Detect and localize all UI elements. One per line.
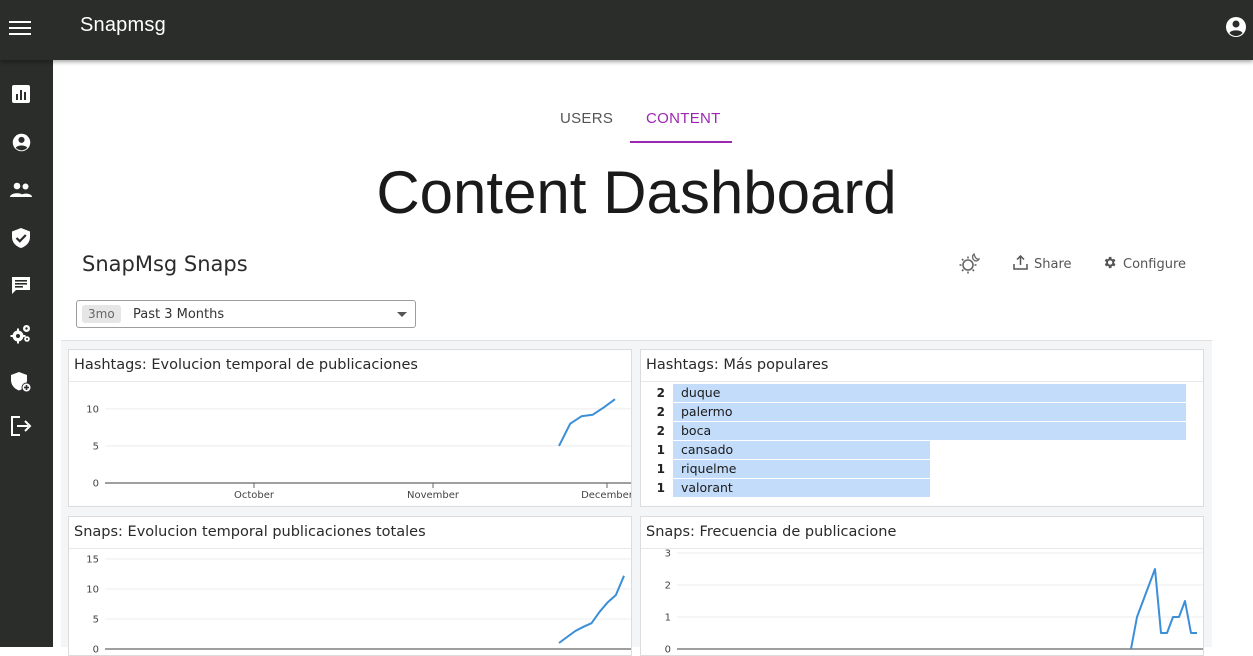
theme-toggle-icon[interactable] [957,252,981,276]
bar-label: riquelme [681,461,737,476]
card-title: Snaps: Evolucion temporal publicaciones … [74,524,426,540]
bar-row: 2 boca [645,422,1201,440]
bar-label: duque [681,385,721,400]
y-tick-label: 5 [93,615,99,626]
tab-active-indicator [630,141,732,143]
x-tick-label: November [407,490,460,501]
app-title: Snapmsg [80,14,166,36]
x-tick-label: October [234,490,275,501]
bar-chart-icon[interactable] [9,82,33,106]
bar-count: 2 [656,386,665,400]
bar-count: 2 [656,424,665,438]
time-range-select[interactable]: 3mo Past 3 Months [76,300,416,328]
bar [673,479,930,497]
bar-row: 2 palermo [645,403,1201,421]
y-tick-label: 1 [665,613,671,624]
card-divider [641,381,1203,382]
bar-label: palermo [681,404,733,419]
snaps-total-card: Snaps: Evolucion temporal publicaciones … [68,516,632,656]
settings-gears-icon[interactable] [9,322,33,346]
line-chart: 0 5 10 October November December [86,398,632,501]
y-tick-label: 15 [86,555,99,566]
people-icon[interactable] [9,178,33,202]
card-divider [69,381,631,382]
bar [673,460,930,478]
share-button[interactable]: Share [1013,254,1072,274]
dashboard-title: SnapMsg Snaps [82,252,248,276]
bar [673,384,1186,402]
share-label: Share [1034,257,1072,272]
card-divider [641,548,1203,549]
chat-message-icon[interactable] [9,274,33,298]
bar-label: boca [681,423,712,438]
card-title: Hashtags: Más populares [646,357,829,373]
bar-label: valorant [681,480,733,495]
x-tick-label: December [581,490,632,501]
bar-count: 1 [656,481,665,495]
top-app-bar: Snapmsg [0,0,1253,60]
time-range-chip: 3mo [82,305,121,323]
hashtag-popular-card: Hashtags: Más populares 2 duque 2 palermo 2 b… [640,349,1204,507]
y-tick-label: 10 [86,404,99,415]
bar-row: 1 cansado [645,441,1201,459]
line-chart: 0 1 2 3 [665,549,1203,656]
y-tick-label: 3 [665,549,671,560]
configure-button[interactable]: Configure [1102,255,1186,274]
account-circle-icon[interactable] [9,130,33,154]
page-title: Content Dashboard [376,159,897,226]
logout-icon[interactable] [9,414,33,438]
bar-label: cansado [681,442,734,457]
card-divider [69,548,631,549]
gear-icon [1102,255,1117,274]
y-tick-label: 0 [665,645,671,656]
y-tick-label: 0 [93,645,99,656]
card-title: Snaps: Frecuencia de publicacione [646,524,897,540]
line-chart: 0 5 10 15 [86,555,631,656]
hashtag-trend-card: Hashtags: Evolucion temporal de publicac… [68,349,632,507]
bar-row: 1 riquelme [645,460,1201,478]
bar-count: 2 [656,405,665,419]
menu-icon[interactable] [8,16,32,40]
y-tick-label: 0 [93,479,99,490]
series-line [558,398,616,447]
bar [673,422,1186,440]
series-line [1130,568,1197,650]
bar-row: 2 duque [645,384,1201,402]
y-tick-label: 2 [665,581,671,592]
chevron-down-icon [397,312,407,317]
bar-list: 2 duque 2 palermo 2 boca 1 cansado 1 riquelme 1 val… [641,384,1201,504]
bar-count: 1 [656,443,665,457]
upload-icon [1013,254,1028,274]
verified-shield-icon[interactable] [9,226,33,250]
y-tick-label: 10 [86,585,99,596]
bar [673,441,930,459]
time-range-label: Past 3 Months [133,307,225,322]
bar [673,403,1186,421]
configure-label: Configure [1123,257,1187,272]
card-title: Hashtags: Evolucion temporal de publicac… [74,357,418,373]
bar-row: 1 valorant [645,479,1201,497]
side-nav [0,60,53,647]
account-circle-icon[interactable] [1224,15,1250,41]
main-content: USERS CONTENT Content Dashboard SnapMsg … [53,60,1253,656]
series-line [558,575,625,644]
tab-content[interactable]: CONTENT [646,110,721,127]
snaps-frequency-card: Snaps: Frecuencia de publicacione 0 1 2 3 [640,516,1204,656]
bar-count: 1 [656,462,665,476]
admin-shield-add-icon[interactable] [9,370,33,394]
tab-users[interactable]: USERS [560,110,614,127]
y-tick-label: 5 [93,441,99,452]
